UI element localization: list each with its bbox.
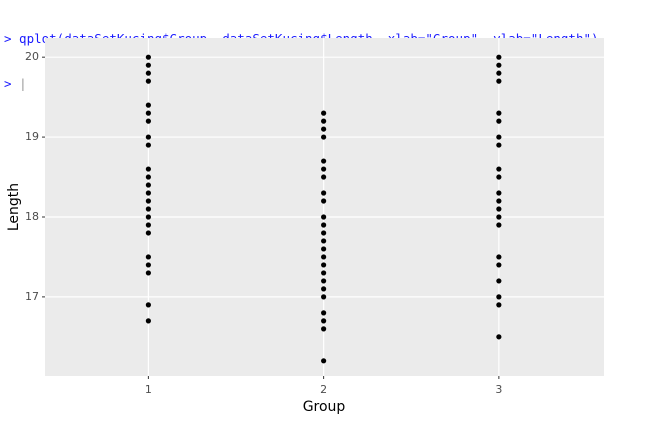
point <box>496 134 502 140</box>
point <box>321 214 327 220</box>
point <box>496 142 502 148</box>
point <box>496 78 502 84</box>
point <box>145 102 151 108</box>
point <box>145 142 151 148</box>
point <box>145 318 151 324</box>
point <box>496 262 502 268</box>
point <box>496 118 502 124</box>
point <box>496 110 502 116</box>
point <box>321 134 327 140</box>
point <box>321 326 327 332</box>
point <box>496 198 502 204</box>
point <box>321 118 327 124</box>
point <box>145 198 151 204</box>
point <box>496 278 502 284</box>
point <box>321 222 327 228</box>
point <box>321 294 327 300</box>
x-axis-title: Group <box>303 399 346 415</box>
y-tick-label: 19 <box>25 130 39 143</box>
point <box>145 222 151 228</box>
point <box>145 190 151 196</box>
plot-panel <box>45 38 604 376</box>
point <box>496 190 502 196</box>
point <box>496 302 502 308</box>
point <box>145 270 151 276</box>
point <box>321 126 327 132</box>
point <box>321 318 327 324</box>
point <box>145 166 151 172</box>
point <box>145 70 151 76</box>
point <box>321 310 327 316</box>
point <box>145 62 151 68</box>
point <box>321 238 327 244</box>
point <box>145 302 151 308</box>
point <box>496 174 502 180</box>
point <box>145 262 151 268</box>
point <box>496 334 502 340</box>
point <box>321 110 327 116</box>
point <box>321 254 327 260</box>
y-tick-label: 20 <box>25 50 39 63</box>
x-tick-label: 2 <box>320 383 327 396</box>
point <box>496 254 502 260</box>
point <box>496 70 502 76</box>
point <box>145 230 151 236</box>
y-axis-title: Length <box>6 183 22 231</box>
point <box>321 246 327 252</box>
point <box>321 270 327 276</box>
point <box>321 262 327 268</box>
point <box>145 182 151 188</box>
point <box>321 278 327 284</box>
point <box>321 174 327 180</box>
console-prompt: > <box>4 76 12 91</box>
point <box>145 134 151 140</box>
point <box>321 158 327 164</box>
y-tick-label: 18 <box>25 210 39 223</box>
point <box>321 358 327 364</box>
point <box>321 286 327 292</box>
point <box>496 206 502 212</box>
console-line: > | <box>4 76 599 91</box>
point <box>496 214 502 220</box>
x-tick-label: 1 <box>145 383 152 396</box>
point <box>145 54 151 60</box>
point <box>145 206 151 212</box>
point <box>496 294 502 300</box>
point <box>145 174 151 180</box>
point <box>145 78 151 84</box>
point <box>145 110 151 116</box>
point <box>321 166 327 172</box>
point <box>496 166 502 172</box>
point <box>321 230 327 236</box>
point <box>145 254 151 260</box>
point <box>321 198 327 204</box>
point <box>496 62 502 68</box>
point <box>496 54 502 60</box>
cursor: | <box>19 76 27 91</box>
point <box>145 214 151 220</box>
y-tick-label: 17 <box>25 290 39 303</box>
point <box>496 222 502 228</box>
point <box>145 118 151 124</box>
point <box>321 190 327 196</box>
x-tick-label: 3 <box>495 383 502 396</box>
